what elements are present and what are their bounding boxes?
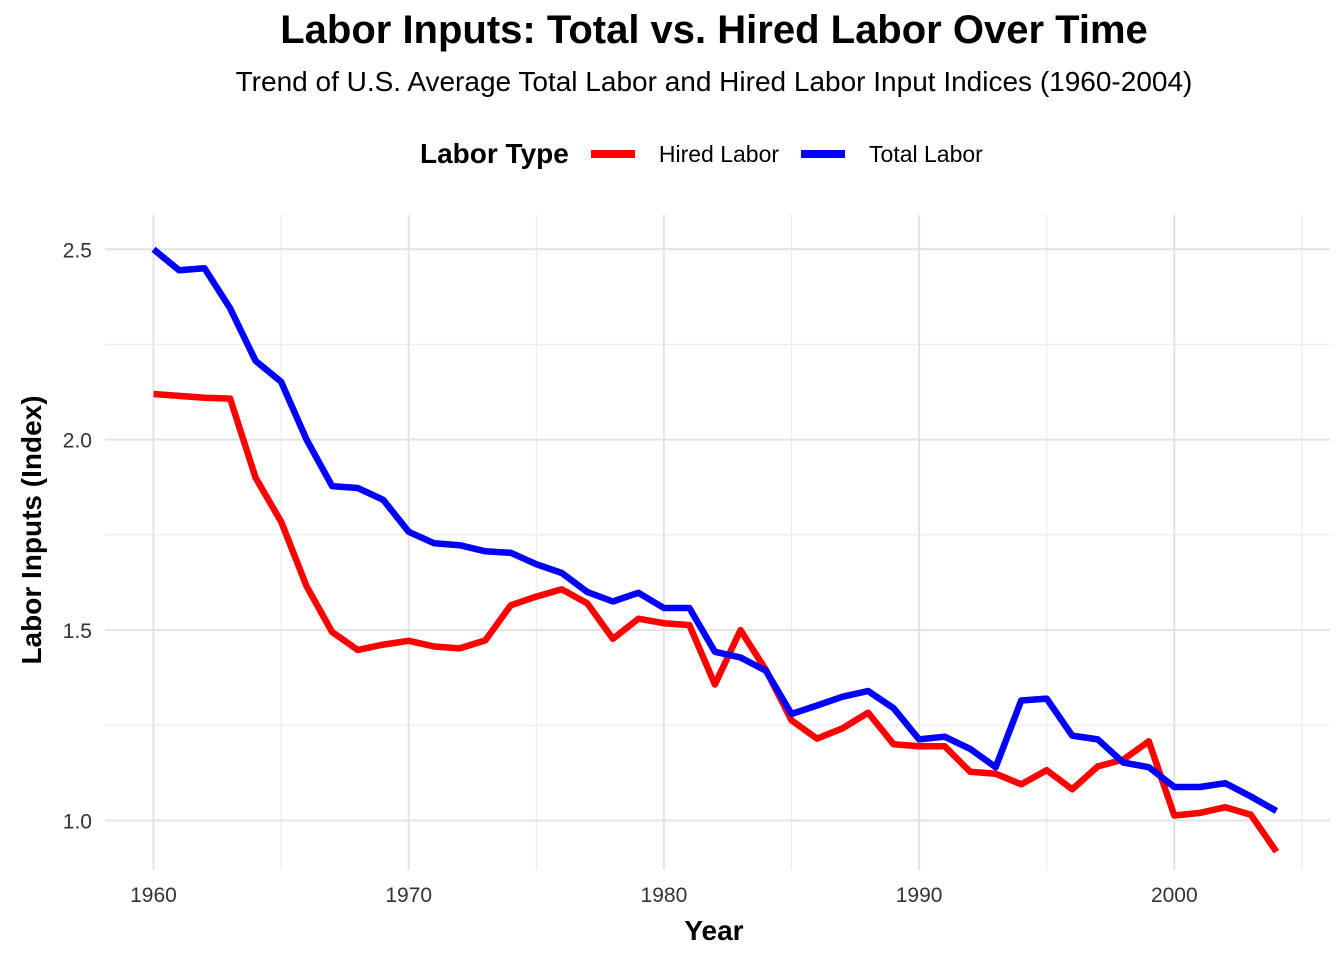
- series-line-total-labor: [151, 246, 1279, 814]
- y-tick-label: 2.5: [63, 239, 92, 262]
- legend-item-hired-labor: Hired Labor: [590, 140, 780, 168]
- x-tick-label: 1960: [130, 884, 177, 907]
- legend-key-total-labor: [801, 150, 846, 158]
- legend-label-hired-labor: Hired Labor: [658, 140, 780, 167]
- y-tick-label: 1.5: [63, 620, 92, 643]
- grid-minor: [105, 215, 1330, 870]
- legend-label-total-labor: Total Labor: [869, 140, 983, 167]
- x-axis-title: Year: [684, 915, 743, 946]
- x-tick-label: 1990: [896, 884, 943, 907]
- legend: Labor Type Hired Labor Total Labor: [420, 134, 1005, 174]
- y-tick-label: 1.0: [63, 810, 92, 833]
- legend-key-hired-labor: [590, 150, 635, 158]
- series-line-hired-labor: [153, 390, 1280, 854]
- grid-major: [105, 215, 1330, 870]
- y-axis-title: Labor Inputs (Index): [16, 395, 47, 664]
- x-tick-label: 1980: [641, 884, 688, 907]
- series-layer: [151, 246, 1280, 854]
- legend-title: Labor Type: [420, 138, 569, 169]
- x-tick-label: 2000: [1151, 884, 1198, 907]
- y-tick-labels: 1.0 1.5 2.0 2.5: [63, 239, 92, 833]
- chart-title: Labor Inputs: Total vs. Hired Labor Over…: [280, 8, 1148, 52]
- chart-subtitle: Trend of U.S. Average Total Labor and Hi…: [235, 66, 1193, 97]
- y-tick-label: 2.0: [63, 430, 92, 453]
- x-tick-labels: 1960 1970 1980 1990 2000: [130, 884, 1198, 907]
- legend-item-total-labor: Total Labor: [801, 141, 983, 168]
- x-tick-label: 1970: [385, 884, 432, 907]
